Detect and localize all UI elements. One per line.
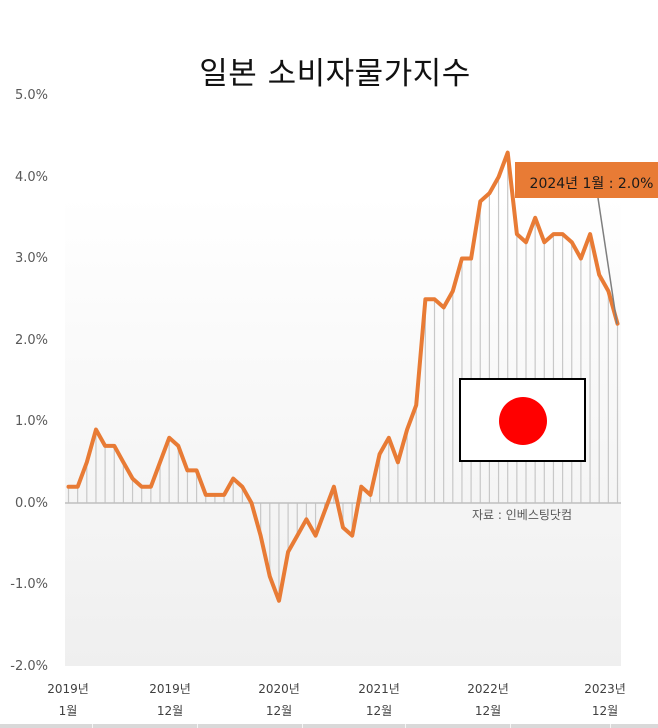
latest-value-callout: 2024년 1월 : 2.0% — [515, 162, 658, 198]
japan-flag-icon — [459, 378, 586, 462]
cpi-line — [66, 150, 620, 603]
y-tick-label: 4.0% — [14, 170, 48, 185]
y-tick-label: 3.0% — [14, 251, 48, 266]
y-tick-label: 0.0% — [14, 496, 48, 511]
bottom-tick — [197, 724, 198, 728]
x-tick-label: 2021년 12월 — [358, 682, 400, 718]
bottom-tick — [302, 724, 303, 728]
y-tick-label: 1.0% — [14, 414, 48, 429]
x-tick-label: 2019년 12월 — [149, 682, 191, 718]
bottom-tick — [92, 724, 93, 728]
annotation-leader-line — [597, 197, 618, 325]
bottom-tick — [610, 724, 611, 728]
source-note: 자료 : 인베스팅닷컴 — [472, 508, 572, 522]
y-tick-label: 2.0% — [14, 333, 48, 348]
x-tick-label: 2020년 12월 — [258, 682, 300, 718]
x-tick-label: 2022년 12월 — [467, 682, 509, 718]
bottom-tick — [510, 724, 511, 728]
x-tick-label: 2019년 1월 — [47, 682, 89, 718]
y-tick-label: 5.0% — [14, 88, 48, 103]
flag-sun-disc — [499, 397, 547, 445]
x-tick-label: 2023년 12월 — [584, 682, 626, 718]
bottom-border — [0, 724, 658, 728]
y-tick-label: -1.0% — [10, 577, 48, 592]
y-tick-label: -2.0% — [10, 659, 48, 674]
bottom-tick — [405, 724, 406, 728]
chart-title: 일본 소비자물가지수 — [199, 56, 471, 92]
